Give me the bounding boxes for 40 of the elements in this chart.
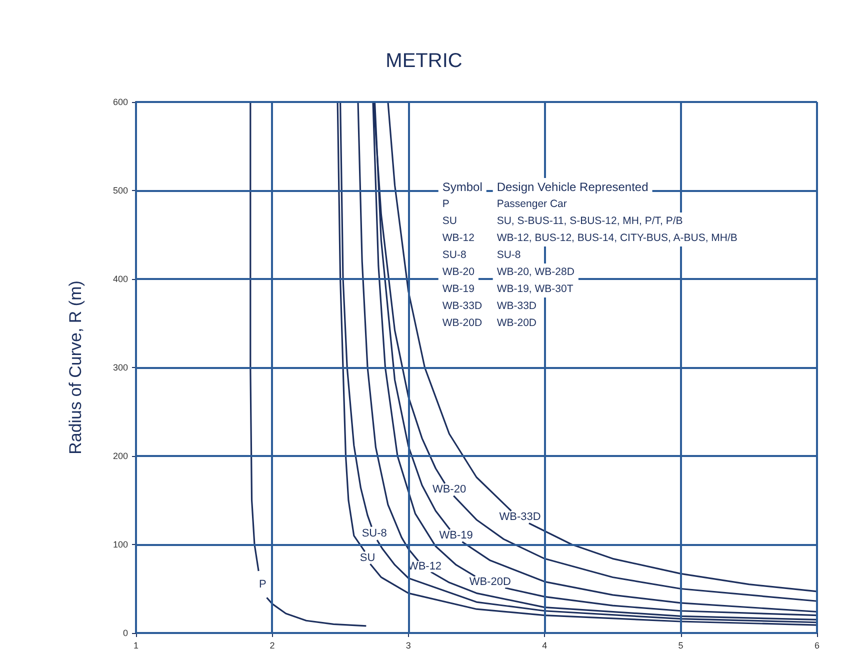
annotation: SU [442,214,457,227]
annotation: Symbol [442,180,482,194]
annotation: WB-19 [442,282,475,295]
annotation: Passenger Car [496,198,568,210]
y-tick-label: 400 [112,274,128,284]
y-tick-label: 600 [112,97,128,107]
annotation: WB-20 [442,266,475,278]
series-label: WB-19 [439,530,473,542]
annotation: SU, S-BUS-11, S-BUS-12, MH, P/T, P/B [496,214,683,227]
annotation: WB-20D [442,316,482,329]
annotation: WB-33D [442,300,482,312]
y-tick-label: 300 [112,362,128,372]
series-label: WB-20D [469,576,511,588]
annotation: WB-20D [496,316,537,329]
series-label: WB-33D [499,511,541,524]
annotation: Design Vehicle Represented [496,180,648,194]
annotation: WB-33D [496,300,537,312]
x-tick-label: 2 [270,640,275,650]
x-tick-label: 3 [406,640,411,650]
y-axis-title: Radius of Curve, R (m) [66,280,85,454]
series-label: P [258,578,266,590]
x-tick-label: 5 [678,640,684,650]
annotation: WB-20, WB-28D [496,266,575,278]
x-tick-label: 6 [814,640,820,650]
x-tick-label: 1 [133,640,139,650]
chart-title: METRIC [386,50,462,72]
annotation: SU-8 [496,248,521,261]
annotation: WB-12 [442,232,475,244]
annotation: WB-19, WB-30T [496,282,574,295]
x-tick-label: 4 [542,640,548,650]
annotation: SU-8 [442,248,466,261]
y-tick-label: 200 [112,451,128,461]
y-tick-label: 0 [122,628,128,638]
y-tick-label: 100 [112,540,128,550]
y-tick-label: 500 [112,186,128,196]
series-label: SU-8 [362,527,387,540]
series-label: WB-20 [432,484,466,496]
annotation: P [442,198,450,210]
series-label: SU [360,552,376,564]
annotation: WB-12, BUS-12, BUS-14, CITY-BUS, A-BUS, MH/B [496,232,738,244]
